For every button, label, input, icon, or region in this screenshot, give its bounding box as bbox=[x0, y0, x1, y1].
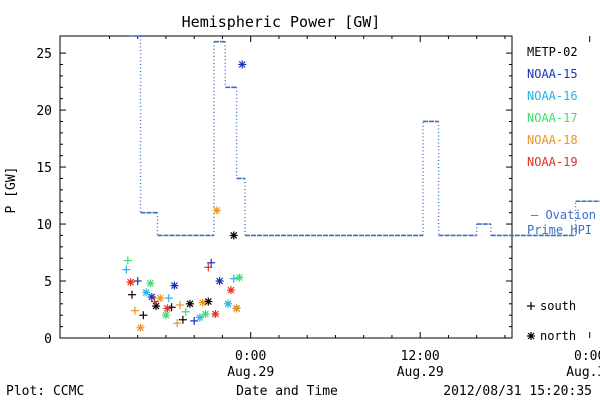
y-axis-label: P [GW] bbox=[4, 167, 19, 214]
north-point bbox=[204, 297, 213, 306]
ovation-label-text: Ovation bbox=[545, 208, 596, 222]
legend-entry: NOAA-16 bbox=[527, 89, 578, 103]
north-point bbox=[229, 231, 238, 240]
ovation-line bbox=[129, 35, 600, 237]
south-point bbox=[123, 256, 132, 265]
legend-entry: METP-02 bbox=[527, 45, 578, 59]
ovation-label-line2: Prime HPI bbox=[527, 223, 592, 237]
x-tick-label-time: 12:00 bbox=[401, 349, 440, 364]
north-point bbox=[224, 299, 233, 308]
south-point bbox=[207, 258, 216, 267]
marker-legend-label: north bbox=[540, 329, 576, 343]
y-tick-label: 20 bbox=[36, 104, 52, 119]
plot-timestamp: 2012/08/31 15:20:35 bbox=[443, 384, 592, 399]
y-tick-label: 0 bbox=[44, 332, 52, 347]
north-point bbox=[170, 281, 179, 290]
y-tick-label: 5 bbox=[44, 275, 52, 290]
north-point bbox=[215, 277, 224, 286]
south-point bbox=[130, 306, 139, 315]
y-tick-label: 25 bbox=[36, 47, 52, 62]
north-point bbox=[152, 302, 161, 311]
north-point bbox=[161, 311, 170, 320]
north-point bbox=[146, 279, 155, 288]
marker-legend-label: south bbox=[540, 299, 576, 313]
north-point bbox=[136, 323, 145, 332]
south-point bbox=[181, 307, 190, 316]
chart-text: Hemispheric Power [GW] P [GW] Date and T… bbox=[4, 13, 596, 399]
x-tick-label-date: Aug.30 bbox=[566, 365, 600, 380]
south-point bbox=[128, 290, 137, 299]
north-point bbox=[142, 288, 151, 297]
plot-credit: Plot: CCMC bbox=[6, 384, 84, 399]
south-point bbox=[204, 263, 213, 272]
south-point bbox=[178, 315, 187, 324]
south-marker-legend: south bbox=[527, 299, 576, 313]
south-point bbox=[164, 294, 173, 303]
x-tick-label-time: 0:00 bbox=[235, 349, 266, 364]
x-tick-label-date: Aug.29 bbox=[397, 365, 444, 380]
north-point bbox=[212, 206, 221, 215]
legend-entry: NOAA-18 bbox=[527, 133, 578, 147]
south-point bbox=[190, 316, 199, 325]
south-point bbox=[176, 300, 185, 309]
north-point bbox=[195, 313, 204, 322]
north-point bbox=[198, 298, 207, 307]
plot-frame bbox=[59, 35, 513, 339]
legend-entry: NOAA-19 bbox=[527, 155, 578, 169]
north-point bbox=[126, 278, 135, 287]
north-point bbox=[226, 286, 235, 295]
y-tick-label: 15 bbox=[36, 161, 52, 176]
series-legend: METP-02 NOAA-15 NOAA-16 NOAA-17 NOAA-18 NOAA-… bbox=[527, 45, 578, 169]
y-tick-label: 10 bbox=[36, 218, 52, 233]
satellite-points bbox=[122, 60, 247, 332]
north-point bbox=[156, 294, 165, 303]
north-point bbox=[163, 304, 172, 313]
x-axis-label: Date and Time bbox=[236, 384, 338, 399]
south-point bbox=[133, 277, 142, 286]
legend-entry: NOAA-15 bbox=[527, 67, 578, 81]
north-point bbox=[185, 299, 194, 308]
south-point bbox=[122, 265, 131, 274]
x-tick-label-date: Aug.29 bbox=[227, 365, 274, 380]
south-point bbox=[229, 274, 238, 283]
chart-title: Hemispheric Power [GW] bbox=[182, 13, 381, 31]
south-point bbox=[139, 311, 148, 320]
marker-legend: south north bbox=[527, 299, 576, 343]
north-point bbox=[235, 273, 244, 282]
north-point bbox=[201, 310, 210, 319]
north-point bbox=[238, 60, 247, 69]
north-point bbox=[147, 292, 156, 301]
south-point bbox=[173, 319, 182, 328]
north-point bbox=[232, 304, 241, 313]
north-marker-legend: north bbox=[527, 329, 576, 343]
north-point bbox=[211, 310, 220, 319]
legend-entry: NOAA-17 bbox=[527, 111, 578, 125]
x-tick-label-time: 0:00 bbox=[574, 349, 600, 364]
plot-axes: 05101520250:00Aug.2912:00Aug.290:00Aug.3… bbox=[36, 35, 600, 380]
ovation-label-line1: — Ovation bbox=[531, 208, 596, 222]
south-point bbox=[150, 297, 159, 306]
